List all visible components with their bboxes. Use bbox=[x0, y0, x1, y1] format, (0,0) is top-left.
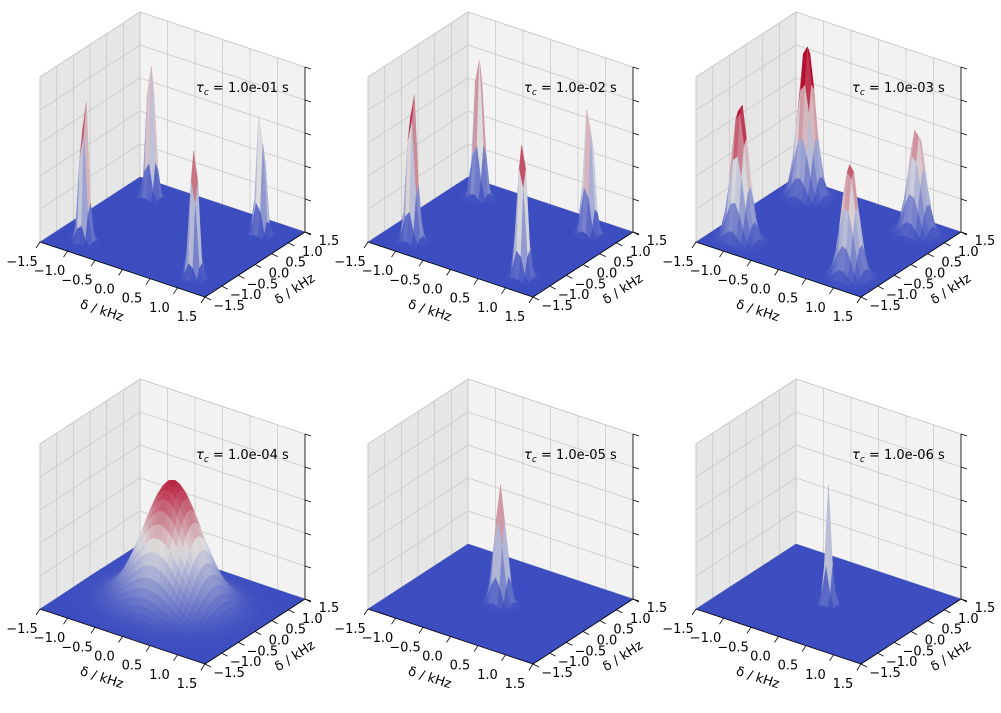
x-tick bbox=[200, 296, 206, 304]
y-tick bbox=[204, 296, 212, 301]
y-tick-label: 1.5 bbox=[647, 234, 668, 249]
x-tick-label: 0.5 bbox=[450, 292, 471, 307]
x-tick-label: 1.5 bbox=[505, 310, 526, 325]
y-tick bbox=[254, 264, 262, 268]
z-tick bbox=[960, 132, 968, 136]
y-tick bbox=[582, 264, 590, 268]
y-tick bbox=[860, 296, 868, 301]
tau-annotation: τc = 1.0e-01 s bbox=[196, 81, 289, 98]
x-tick bbox=[35, 241, 41, 249]
z-tick bbox=[960, 66, 968, 70]
z-tick bbox=[304, 231, 312, 235]
y-tick bbox=[238, 274, 245, 279]
x-tick-label: 0.0 bbox=[750, 283, 771, 298]
x-tick bbox=[63, 250, 68, 258]
x-tick-label: −1.0 bbox=[34, 264, 66, 279]
x-tick-label: 1.0 bbox=[149, 301, 170, 316]
x-tick-label: 1.5 bbox=[177, 310, 198, 325]
y-tick bbox=[599, 253, 606, 258]
surface bbox=[367, 59, 634, 298]
z-tick bbox=[632, 99, 640, 103]
y-tick-label: 1.5 bbox=[975, 234, 996, 249]
y-tick-label: 1.0 bbox=[302, 245, 323, 260]
x-tick bbox=[856, 296, 862, 304]
x-tick bbox=[801, 278, 807, 285]
x-tick-label: 0.0 bbox=[94, 283, 115, 298]
y-tick-label: 0.5 bbox=[285, 256, 306, 271]
x-tick bbox=[90, 260, 96, 267]
z-tick bbox=[304, 132, 312, 136]
x-axis-label: δ / kHz bbox=[406, 297, 453, 325]
z-tick bbox=[632, 132, 640, 136]
x-tick bbox=[719, 250, 724, 258]
x-axis-label: δ / kHz bbox=[78, 297, 125, 325]
y-tick bbox=[566, 274, 573, 279]
y-tick-label: 0.0 bbox=[269, 267, 290, 282]
x-tick bbox=[391, 250, 396, 258]
x-axis-label: δ / kHz bbox=[734, 297, 781, 325]
x-tick-label: 1.0 bbox=[477, 301, 498, 316]
y-tick bbox=[271, 253, 278, 258]
x-tick-label: −0.5 bbox=[717, 273, 749, 288]
x-tick-label: 0.0 bbox=[422, 283, 443, 298]
x-tick bbox=[418, 260, 424, 267]
x-tick bbox=[363, 241, 369, 249]
x-tick bbox=[118, 269, 123, 276]
x-tick bbox=[691, 241, 697, 249]
y-tick bbox=[549, 285, 556, 290]
x-tick bbox=[446, 269, 451, 276]
x-tick-label: −0.5 bbox=[389, 273, 421, 288]
z-tick bbox=[632, 198, 640, 202]
x-tick bbox=[528, 296, 534, 304]
z-tick bbox=[304, 165, 312, 169]
tau-annotation: τc = 1.0e-03 s bbox=[852, 81, 945, 98]
x-tick-label: 1.0 bbox=[805, 301, 826, 316]
z-tick bbox=[960, 99, 968, 103]
z-tick bbox=[632, 165, 640, 169]
x-tick-label: 1.5 bbox=[833, 310, 854, 325]
y-tick-label: 1.5 bbox=[319, 234, 340, 249]
y-tick bbox=[288, 242, 295, 247]
z-tick bbox=[304, 66, 312, 70]
y-tick bbox=[910, 264, 918, 268]
y-tick-label: −1.5 bbox=[213, 299, 245, 314]
y-tick bbox=[532, 296, 540, 301]
x-tick bbox=[173, 287, 178, 295]
x-tick-label: −0.5 bbox=[61, 273, 93, 288]
x-tick bbox=[473, 278, 479, 285]
z-tick bbox=[304, 99, 312, 103]
z-tick bbox=[960, 198, 968, 202]
y-tick-label: −1.0 bbox=[230, 288, 262, 303]
z-tick bbox=[632, 66, 640, 70]
y-tick bbox=[927, 253, 934, 258]
subplot-2: −1.5−1.0−0.50.00.51.01.5−1.5−1.0−0.50.00… bbox=[334, 11, 668, 325]
y-tick bbox=[944, 242, 951, 247]
y-tick bbox=[616, 242, 623, 247]
tau-annotation: τc = 1.0e-02 s bbox=[524, 81, 617, 98]
x-tick bbox=[145, 278, 151, 285]
z-tick bbox=[304, 198, 312, 202]
x-tick bbox=[501, 287, 506, 295]
x-tick-label: −1.5 bbox=[6, 255, 38, 270]
z-tick bbox=[960, 165, 968, 169]
subplot-4: −1.5−1.0−0.50.00.51.01.5−1.5−1.0−0.50.00… bbox=[6, 378, 339, 692]
x-tick-label: 0.5 bbox=[778, 292, 799, 307]
y-tick bbox=[894, 274, 901, 279]
x-tick bbox=[829, 287, 834, 295]
y-tick-label: −0.5 bbox=[247, 277, 279, 292]
x-tick-label: 0.5 bbox=[122, 292, 143, 307]
y-tick bbox=[221, 285, 228, 290]
x-tick bbox=[774, 269, 779, 276]
x-tick bbox=[746, 260, 752, 267]
subplot-1: −1.5−1.0−0.50.00.51.01.5−1.5−1.0−0.50.00… bbox=[6, 11, 340, 325]
subplot-3: −1.5−1.0−0.50.00.51.01.5−1.5−1.0−0.50.00… bbox=[662, 11, 996, 325]
surface bbox=[39, 66, 306, 298]
y-tick bbox=[877, 285, 884, 290]
